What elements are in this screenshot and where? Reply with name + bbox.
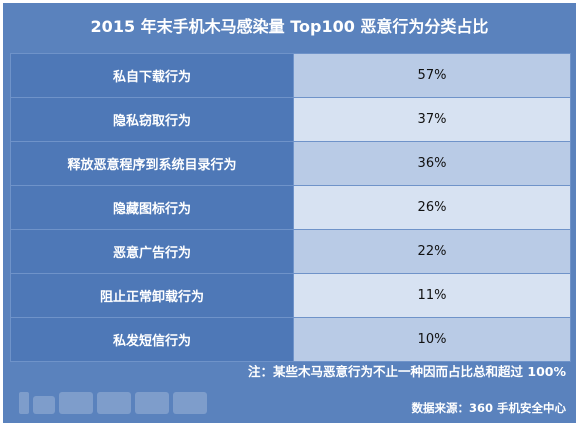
share-cell: 10% <box>293 317 571 362</box>
table-row: 释放恶意程序到系统目录行为 36% <box>10 141 571 186</box>
watermark-logo <box>19 392 207 414</box>
table-row: 私自下载行为 57% <box>10 53 571 98</box>
behavior-cell: 隐藏图标行为 <box>10 185 294 230</box>
behavior-cell: 阻止正常卸载行为 <box>10 273 294 318</box>
behavior-cell: 私发短信行为 <box>10 317 294 362</box>
behavior-cell: 释放恶意程序到系统目录行为 <box>10 141 294 186</box>
table-row: 恶意广告行为 22% <box>10 229 571 274</box>
share-cell: 36% <box>293 141 571 186</box>
share-cell: 57% <box>293 53 571 98</box>
share-cell: 22% <box>293 229 571 274</box>
data-source: 数据来源：360 手机安全中心 <box>411 401 566 415</box>
behavior-cell: 隐私窃取行为 <box>10 97 294 142</box>
infographic-panel: 2015 年末手机木马感染量 Top100 恶意行为分类占比 私自下载行为 57… <box>3 3 576 423</box>
behavior-cell: 恶意广告行为 <box>10 229 294 274</box>
share-cell: 26% <box>293 185 571 230</box>
behavior-cell: 私自下载行为 <box>10 53 294 98</box>
table-row: 隐藏图标行为 26% <box>10 185 571 230</box>
share-cell: 37% <box>293 97 571 142</box>
behavior-table: 私自下载行为 57% 隐私窃取行为 37% 释放恶意程序到系统目录行为 36% … <box>10 53 571 362</box>
share-cell: 11% <box>293 273 571 318</box>
page-title: 2015 年末手机木马感染量 Top100 恶意行为分类占比 <box>90 17 489 36</box>
table-row: 阻止正常卸载行为 11% <box>10 273 571 318</box>
table-row: 隐私窃取行为 37% <box>10 97 571 142</box>
footnote: 注：某些木马恶意行为不止一种因而占比总和超过 100% <box>248 364 566 379</box>
table-row: 私发短信行为 10% <box>10 317 571 362</box>
